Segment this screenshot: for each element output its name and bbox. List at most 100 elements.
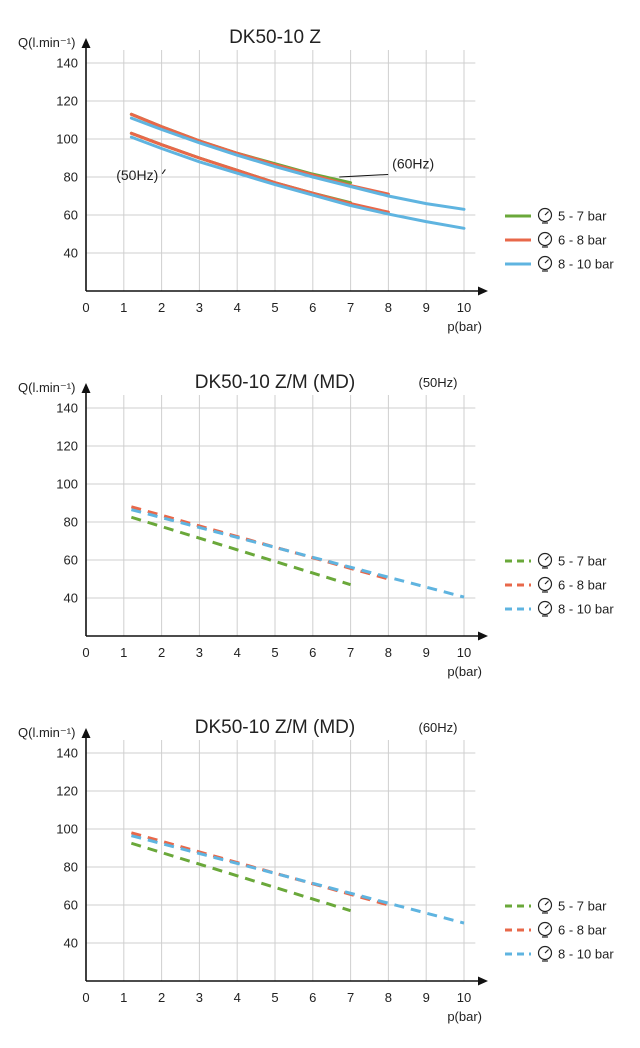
series-group bbox=[130, 831, 465, 925]
legend-label: 5 - 7 bar bbox=[558, 209, 607, 224]
y-tick-label: 100 bbox=[56, 822, 78, 837]
y-tick-label: 140 bbox=[56, 56, 78, 71]
x-tick-label: 10 bbox=[457, 645, 471, 660]
y-axis-arrow bbox=[81, 38, 91, 48]
x-tick-label: 3 bbox=[196, 645, 203, 660]
y-tick-label: 40 bbox=[64, 591, 78, 606]
grid bbox=[86, 740, 476, 981]
legend-label: 6 - 8 bar bbox=[558, 233, 607, 248]
y-axis-label: Q(l.min⁻¹) bbox=[18, 380, 75, 395]
y-tick-label: 80 bbox=[64, 515, 78, 530]
legend-label: 6 - 8 bar bbox=[558, 923, 607, 938]
pressure-gauge-icon bbox=[537, 921, 553, 938]
series-line-5-7-bar bbox=[130, 515, 352, 587]
series-group bbox=[130, 505, 465, 599]
x-tick-label: 5 bbox=[271, 990, 278, 1005]
y-tick-label: 120 bbox=[56, 94, 78, 109]
annotation-60hz: (60Hz) bbox=[392, 155, 434, 171]
annotation-leader bbox=[339, 173, 389, 178]
x-tick-label: 8 bbox=[385, 990, 392, 1005]
series-line-8-10-bar bbox=[130, 834, 465, 925]
pressure-gauge-icon bbox=[537, 897, 553, 914]
y-tick-label: 140 bbox=[56, 401, 78, 416]
chart-title: DK50-10 Z/M (MD) bbox=[195, 717, 355, 738]
chart-title: DK50-10 Z/M (MD) bbox=[195, 372, 355, 393]
x-tick-label: 0 bbox=[82, 645, 89, 660]
x-tick-label: 0 bbox=[82, 990, 89, 1005]
series-line-8-10-bar-50hz bbox=[129, 135, 466, 230]
series-line-6-8-bar-50hz bbox=[129, 131, 390, 214]
y-tick-label: 100 bbox=[56, 132, 78, 147]
x-tick-label: 5 bbox=[271, 645, 278, 660]
legend: 5 - 7 bar 6 - 8 bar 8 - 10 bar bbox=[505, 552, 614, 617]
x-tick-label: 9 bbox=[423, 645, 430, 660]
chart-title: DK50-10 Z bbox=[229, 27, 321, 48]
pressure-gauge-icon bbox=[537, 207, 553, 224]
x-tick-label: 3 bbox=[196, 990, 203, 1005]
legend-item-5-7-bar: 5 - 7 bar bbox=[505, 897, 607, 914]
x-tick-label: 7 bbox=[347, 300, 354, 315]
x-tick-label: 2 bbox=[158, 300, 165, 315]
x-tick-label: 1 bbox=[120, 990, 127, 1005]
x-tick-label: 10 bbox=[457, 300, 471, 315]
legend-item-8-10-bar: 8 - 10 bar bbox=[505, 945, 614, 962]
frequency-label: (50Hz) bbox=[418, 375, 457, 390]
series-group bbox=[129, 112, 466, 230]
legend-label: 5 - 7 bar bbox=[558, 554, 607, 569]
x-tick-label: 8 bbox=[385, 300, 392, 315]
y-tick-label: 40 bbox=[64, 246, 78, 261]
chart-dk50-10-zm-md-50hz: 0 1 2 3 4 5 6 7 8 9 10 40 60 80 100 120 140 Q(l.min⁻¹) p(b… bbox=[18, 372, 614, 679]
pressure-gauge-icon bbox=[537, 231, 553, 248]
annotation-leader bbox=[161, 169, 166, 175]
y-tick-label: 120 bbox=[56, 784, 78, 799]
x-tick-label: 1 bbox=[120, 300, 127, 315]
x-tick-label: 9 bbox=[423, 300, 430, 315]
x-tick-label: 5 bbox=[271, 300, 278, 315]
x-tick-label: 7 bbox=[347, 645, 354, 660]
legend-item-6-8-bar: 6 - 8 bar bbox=[505, 921, 607, 938]
y-tick-label: 80 bbox=[64, 860, 78, 875]
x-tick-label: 3 bbox=[196, 300, 203, 315]
x-axis-label: p(bar) bbox=[447, 664, 482, 679]
x-tick-label: 4 bbox=[234, 300, 241, 315]
legend-item-5-7-bar: 5 - 7 bar bbox=[505, 207, 607, 224]
x-tick-label: 10 bbox=[457, 990, 471, 1005]
series-line-5-7-bar-50hz bbox=[129, 131, 353, 205]
y-tick-label: 80 bbox=[64, 170, 78, 185]
y-tick-label: 60 bbox=[64, 553, 78, 568]
grid bbox=[86, 50, 476, 291]
x-axis-arrow bbox=[478, 286, 488, 296]
y-axis-arrow bbox=[81, 383, 91, 393]
legend: 5 - 7 bar 6 - 8 bar 8 - 10 bar bbox=[505, 207, 614, 272]
x-axis-arrow bbox=[478, 631, 488, 641]
legend-label: 8 - 10 bar bbox=[558, 602, 614, 617]
x-axis-label: p(bar) bbox=[447, 1009, 482, 1024]
x-tick-label: 9 bbox=[423, 990, 430, 1005]
legend-label: 8 - 10 bar bbox=[558, 947, 614, 962]
x-axis-label: p(bar) bbox=[447, 319, 482, 334]
y-tick-label: 120 bbox=[56, 439, 78, 454]
x-axis-arrow bbox=[478, 976, 488, 986]
x-tick-label: 2 bbox=[158, 990, 165, 1005]
annotation-50hz: (50Hz) bbox=[116, 167, 158, 183]
pressure-gauge-icon bbox=[537, 552, 553, 569]
y-axis-label: Q(l.min⁻¹) bbox=[18, 35, 75, 50]
x-tick-label: 6 bbox=[309, 300, 316, 315]
x-tick-label: 0 bbox=[82, 300, 89, 315]
legend-item-8-10-bar: 8 - 10 bar bbox=[505, 255, 614, 272]
legend-item-6-8-bar: 6 - 8 bar bbox=[505, 231, 607, 248]
pressure-gauge-icon bbox=[537, 255, 553, 272]
y-axis-label: Q(l.min⁻¹) bbox=[18, 725, 75, 740]
y-tick-label: 60 bbox=[64, 898, 78, 913]
legend-label: 8 - 10 bar bbox=[558, 257, 614, 272]
y-tick-label: 60 bbox=[64, 208, 78, 223]
legend-label: 5 - 7 bar bbox=[558, 899, 607, 914]
x-tick-label: 7 bbox=[347, 990, 354, 1005]
legend-item-8-10-bar: 8 - 10 bar bbox=[505, 600, 614, 617]
x-tick-label: 4 bbox=[234, 645, 241, 660]
y-tick-label: 40 bbox=[64, 936, 78, 951]
x-tick-label: 1 bbox=[120, 645, 127, 660]
legend: 5 - 7 bar 6 - 8 bar 8 - 10 bar bbox=[505, 897, 614, 962]
x-tick-label: 6 bbox=[309, 990, 316, 1005]
frequency-label: (60Hz) bbox=[418, 720, 457, 735]
